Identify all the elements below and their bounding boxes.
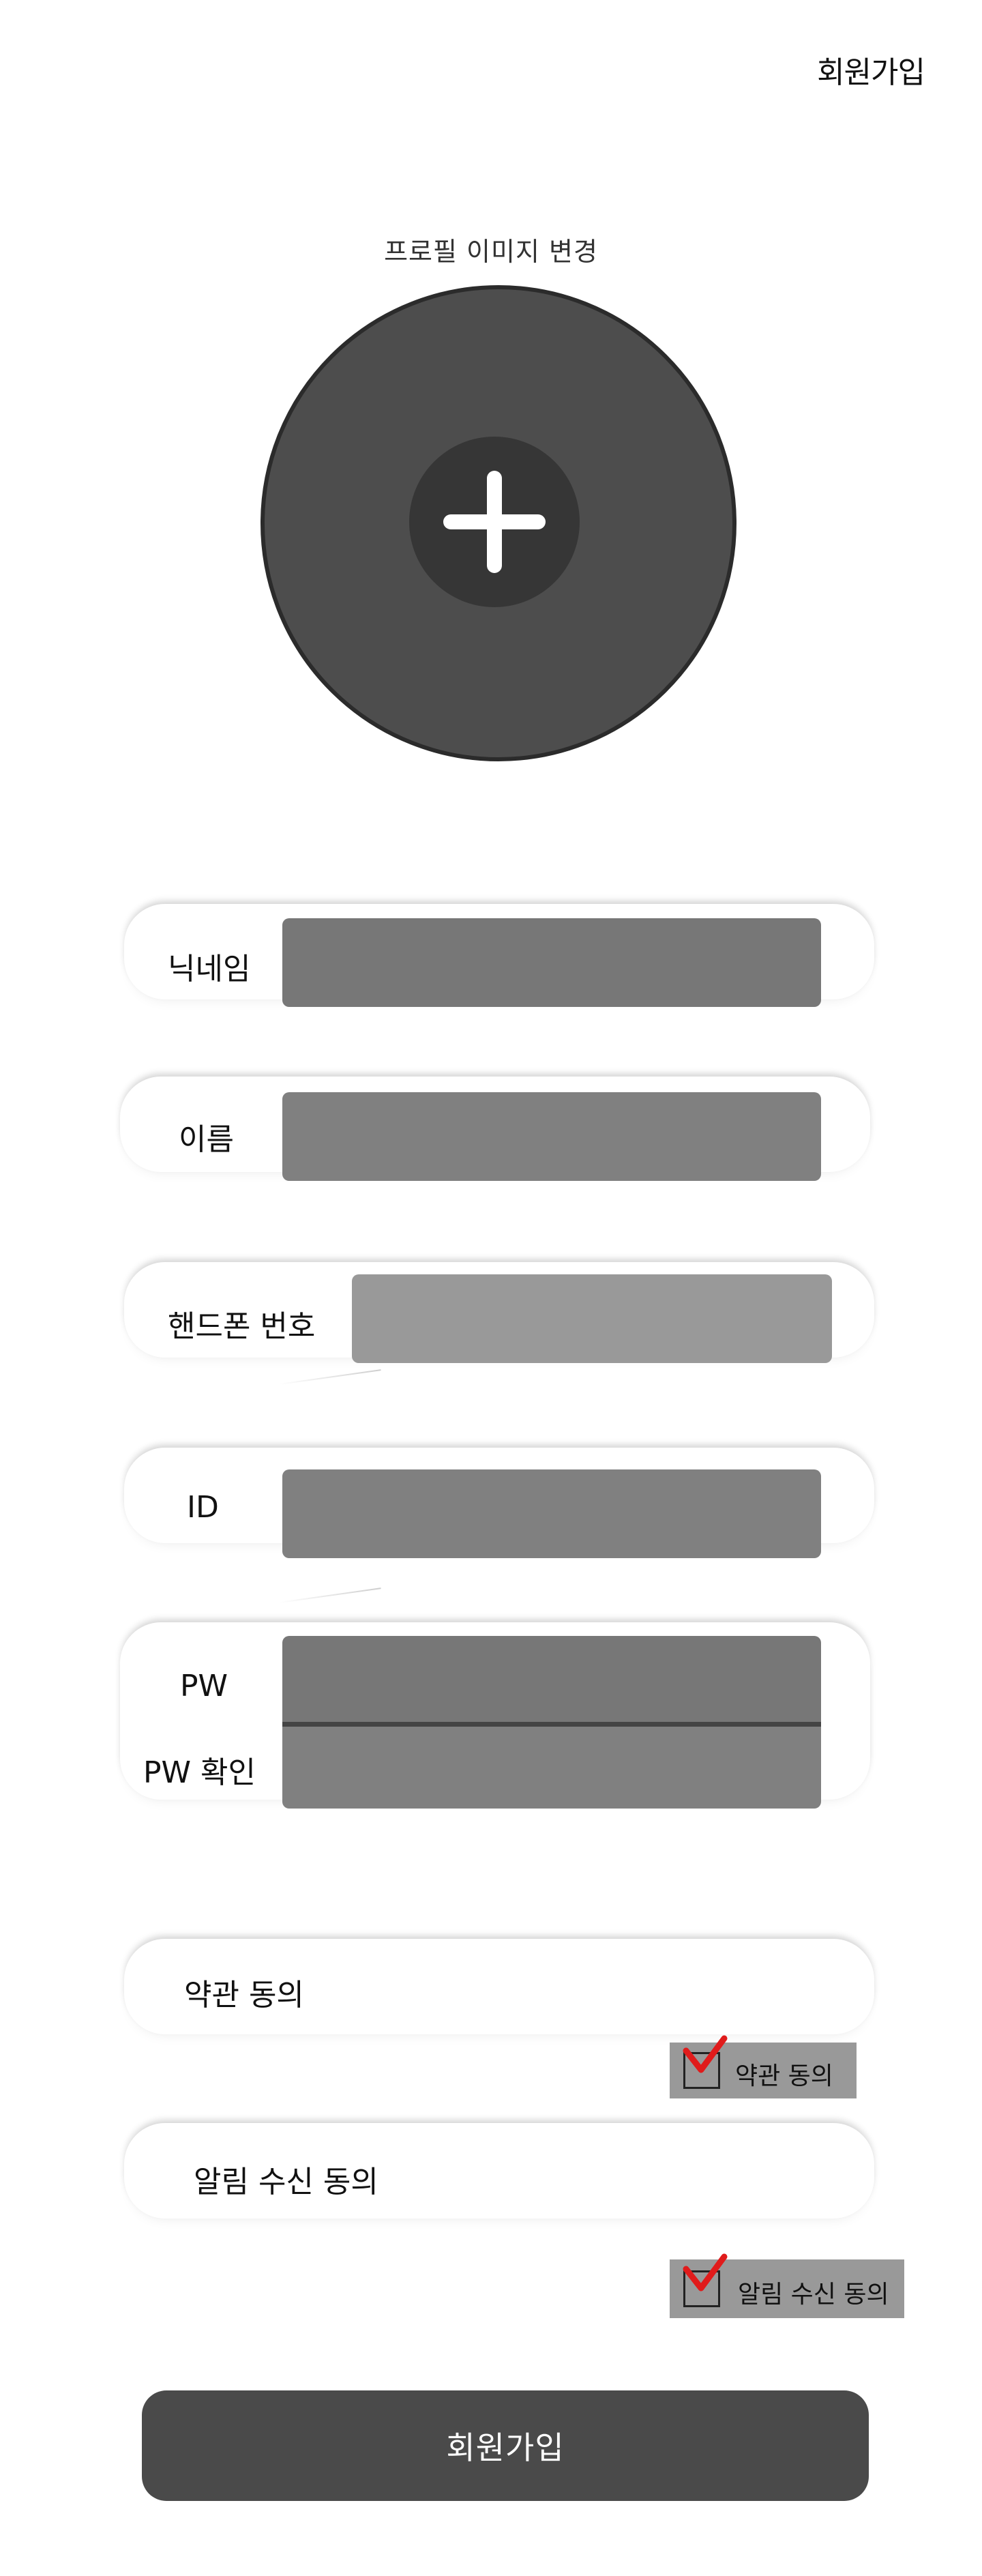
checkbox-square bbox=[683, 2270, 720, 2307]
decorative-stroke bbox=[279, 1587, 381, 1603]
plus-icon-vertical bbox=[487, 471, 502, 573]
terms-checkbox-label: 약관 동의 bbox=[735, 2062, 833, 2090]
password-confirm-label: PW 확인 bbox=[143, 1755, 256, 1790]
password-label: PW bbox=[180, 1669, 228, 1703]
name-label: 이름 bbox=[179, 1122, 234, 1157]
notification-agreement-card bbox=[124, 2123, 874, 2219]
id-input[interactable] bbox=[282, 1469, 821, 1558]
password-divider bbox=[282, 1722, 821, 1727]
terms-agreement-card bbox=[124, 1939, 874, 2034]
signup-submit-button[interactable]: 회원가입 bbox=[142, 2390, 869, 2501]
password-input[interactable] bbox=[282, 1636, 821, 1722]
notification-checkbox-label: 알림 수신 동의 bbox=[738, 2281, 889, 2309]
nickname-input[interactable] bbox=[282, 918, 821, 1007]
plus-icon[interactable] bbox=[409, 437, 580, 607]
nickname-label: 닉네임 bbox=[168, 952, 251, 986]
phone-label: 핸드폰 번호 bbox=[168, 1309, 316, 1344]
terms-agreement-checkbox[interactable]: 약관 동의 bbox=[670, 2035, 857, 2098]
checkbox-square bbox=[683, 2052, 720, 2089]
notification-agreement-checkbox[interactable]: 알림 수신 동의 bbox=[670, 2253, 904, 2318]
id-label: ID bbox=[187, 1490, 219, 1525]
page-title: 회원가입 bbox=[817, 55, 925, 90]
decorative-stroke bbox=[279, 1369, 381, 1385]
password-confirm-input[interactable] bbox=[282, 1727, 821, 1809]
notification-agreement-label: 알림 수신 동의 bbox=[194, 2165, 378, 2199]
terms-agreement-label: 약관 동의 bbox=[184, 1978, 304, 2012]
phone-input[interactable] bbox=[352, 1274, 832, 1363]
name-input[interactable] bbox=[282, 1092, 821, 1181]
check-mark-icon bbox=[683, 2035, 728, 2073]
profile-image-change-label: 프로필 이미지 변경 bbox=[384, 237, 598, 267]
check-mark-icon bbox=[683, 2253, 728, 2292]
